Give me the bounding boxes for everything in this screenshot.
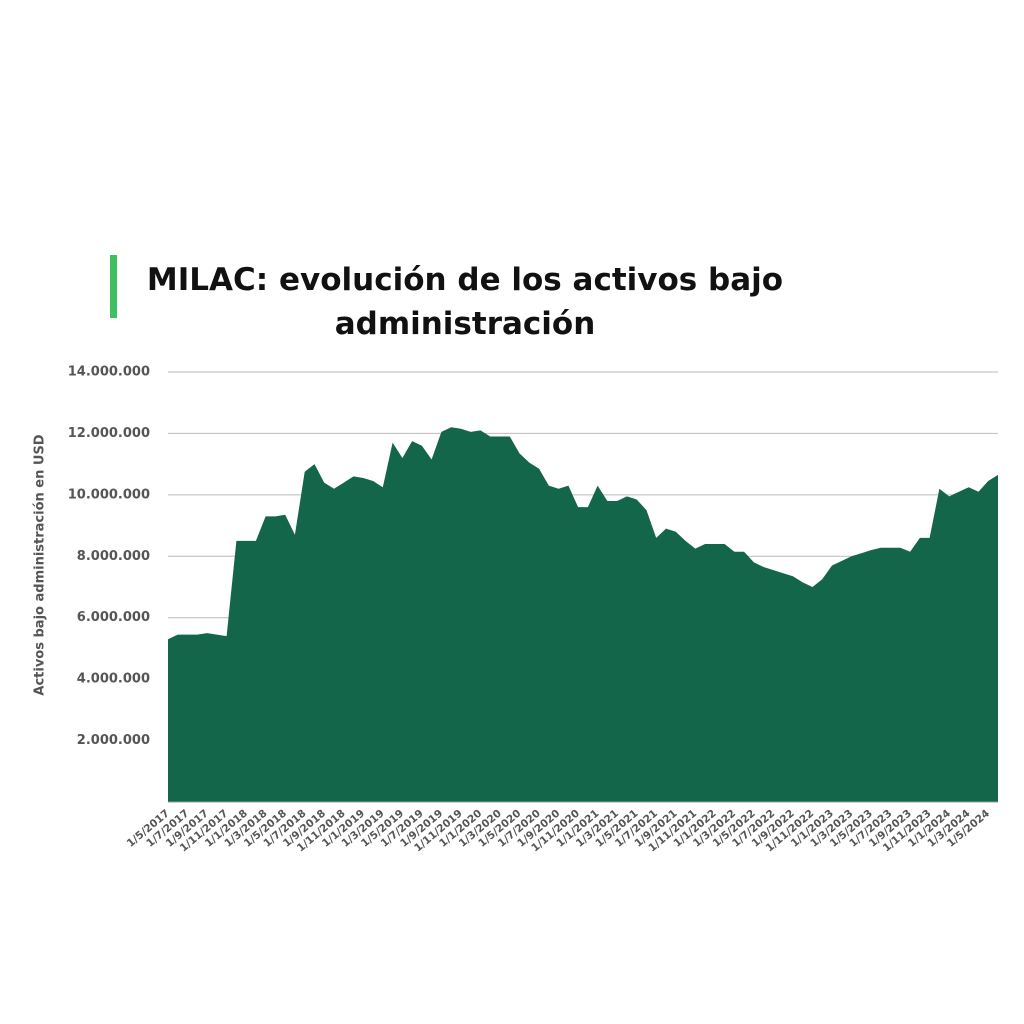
y-tick-label: 4.000.000: [77, 672, 150, 687]
title-accent: [110, 255, 117, 318]
y-tick-label: 2.000.000: [77, 733, 150, 748]
chart-title: MILAC: evolución de los activos bajo adm…: [146, 262, 784, 342]
y-tick-label: 12.000.000: [68, 426, 150, 441]
y-tick-label: 10.000.000: [68, 487, 150, 502]
y-tick-label: 6.000.000: [77, 610, 150, 625]
area: [168, 427, 998, 802]
y-axis-label: Activos bajo administración en USD: [33, 434, 48, 695]
y-tick-label: 8.000.000: [77, 549, 150, 564]
y-tick-label: 14.000.000: [68, 365, 150, 380]
